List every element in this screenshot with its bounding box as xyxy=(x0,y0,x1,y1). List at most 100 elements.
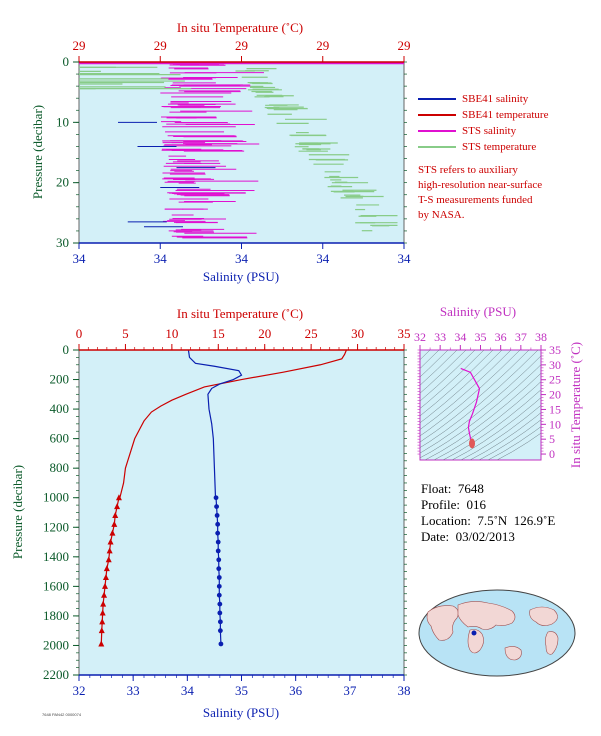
note-line: STS refers to auxiliary xyxy=(418,164,518,176)
temperature-marker xyxy=(99,609,106,616)
ts-density-contour xyxy=(460,404,541,460)
ts-density-contour xyxy=(420,350,539,448)
lower-top-axis-title: In situ Temperature (˚C) xyxy=(177,306,303,321)
ts-density-contour xyxy=(433,381,541,460)
ts-density-contour xyxy=(420,350,512,430)
temperature-marker xyxy=(109,529,116,536)
ts-density-contour xyxy=(420,350,485,409)
temperature-marker xyxy=(112,511,119,518)
upper-bottom-tick-label: 34 xyxy=(398,251,412,266)
lower-y-tick-label: 1600 xyxy=(43,578,69,593)
note-line: high-resolution near-surface xyxy=(418,179,543,191)
ts-density-contour xyxy=(469,412,541,460)
lower-y-tick-label: 1800 xyxy=(43,608,69,623)
salinity-profile-line xyxy=(187,349,243,498)
ts-density-contour xyxy=(420,364,541,459)
temperature-marker xyxy=(107,538,114,545)
temperature-marker xyxy=(102,582,108,589)
salinity-marker xyxy=(216,575,222,580)
upper-y-tick-label: 10 xyxy=(56,114,69,129)
ts-right-tick-label: 10 xyxy=(549,417,561,431)
lower-bottom-tick-label: 35 xyxy=(235,683,248,698)
ts-density-contour xyxy=(420,350,503,424)
lower-y-tick-label: 1400 xyxy=(43,549,69,564)
footer-code: 7648 PAN42 0000074 xyxy=(42,712,82,717)
lower-profile-panel: In situ Temperature (˚C) 0 5 10 15 20 25 30 35 … xyxy=(10,306,411,720)
lower-bottom-tick-label: 38 xyxy=(398,683,411,698)
upper-bottom-tick-label: 34 xyxy=(316,251,330,266)
ts-density-contour xyxy=(420,350,521,437)
ts-top-axis-title: Salinity (PSU) xyxy=(440,304,516,319)
lower-y-tick-label: 800 xyxy=(50,460,70,475)
salinity-marker xyxy=(214,504,219,509)
sts-note: STS refers to auxiliary high-resolution … xyxy=(418,163,593,223)
ts-right-tick-label: 20 xyxy=(549,388,561,402)
temperature-marker xyxy=(115,494,122,501)
temperature-marker xyxy=(101,591,108,598)
float-info: Float: 7648 Profile: 016 Location: 7.5˚N… xyxy=(421,481,555,545)
lower-top-tick-label: 5 xyxy=(122,326,129,341)
ts-density-contour xyxy=(420,350,494,417)
temperature-marker xyxy=(98,627,105,634)
lower-plot-area xyxy=(78,349,405,676)
ts-density-contour xyxy=(442,389,541,460)
ts-density-contour xyxy=(478,419,541,460)
ts-right-tick-label: 35 xyxy=(549,343,561,357)
date: Date: 03/02/2013 xyxy=(421,529,515,544)
lower-top-tick-label: 35 xyxy=(398,326,411,341)
lower-top-tick-label: 30 xyxy=(351,326,364,341)
ts-density-contour xyxy=(451,397,541,460)
ts-top-tick-label: 33 xyxy=(434,330,446,344)
legend-swatch xyxy=(418,130,456,132)
upper-top-tick-label: 29 xyxy=(316,38,329,53)
lower-y-tick-label: 1200 xyxy=(43,519,69,534)
lower-y-tick-label: 600 xyxy=(50,431,70,446)
upper-y-tick-label: 20 xyxy=(56,175,69,190)
ts-density-contour xyxy=(420,350,476,402)
ts-density-contour xyxy=(487,426,541,460)
temperature-marker xyxy=(111,520,118,527)
ts-right-tick-label: 0 xyxy=(549,447,555,461)
salinity-marker xyxy=(215,521,221,527)
salinity-marker xyxy=(216,583,222,589)
upper-top-axis-title: In situ Temperature (˚C) xyxy=(177,20,303,35)
lower-y-tick-label: 1000 xyxy=(43,490,69,505)
ts-deep-cluster xyxy=(469,438,476,449)
upper-plot-area xyxy=(78,61,405,244)
profile-number: Profile: 016 xyxy=(421,497,486,512)
location: Location: 7.5˚N 126.9˚E xyxy=(421,513,556,528)
salinity-marker xyxy=(213,495,219,501)
temperature-marker xyxy=(100,600,107,607)
ts-density-contour xyxy=(420,350,440,369)
temperature-marker xyxy=(98,640,105,647)
legend-item-sts-salinity: STS salinity xyxy=(418,123,548,139)
temperature-marker xyxy=(99,618,106,625)
ts-top-tick-label: 32 xyxy=(414,330,426,344)
ts-top-tick-label: 35 xyxy=(475,330,487,344)
legend-swatch xyxy=(418,114,456,116)
legend-label: STS temperature xyxy=(462,141,537,153)
salinity-marker xyxy=(216,566,222,572)
ts-top-tick-label: 36 xyxy=(495,330,507,344)
temperature-marker xyxy=(106,547,113,554)
upper-bottom-tick-label: 34 xyxy=(235,251,249,266)
upper-y-axis-title: Pressure (decibar) xyxy=(30,105,45,199)
lower-top-tick-label: 25 xyxy=(305,326,318,341)
lower-bottom-tick-label: 33 xyxy=(127,683,140,698)
ts-density-contour xyxy=(496,432,541,460)
lower-y-tick-label: 400 xyxy=(50,401,70,416)
legend-item-sbe41-salinity: SBE41 salinity xyxy=(418,91,548,107)
lower-y-axis-title: Pressure (decibar) xyxy=(10,465,25,559)
ts-right-tick-label: 30 xyxy=(549,358,561,372)
upper-y-tick-label: 30 xyxy=(56,235,69,250)
ts-top-tick-label: 34 xyxy=(454,330,466,344)
ts-density-contour xyxy=(420,350,449,378)
legend-label: SBE41 temperature xyxy=(462,109,549,121)
lower-bottom-tick-label: 32 xyxy=(73,683,86,698)
ts-plot-area xyxy=(419,349,542,461)
salinity-marker xyxy=(215,548,221,554)
salinity-marker xyxy=(217,628,223,634)
legend-item-sbe41-temperature: SBE41 temperature xyxy=(418,107,548,123)
lower-top-tick-label: 10 xyxy=(165,326,178,341)
